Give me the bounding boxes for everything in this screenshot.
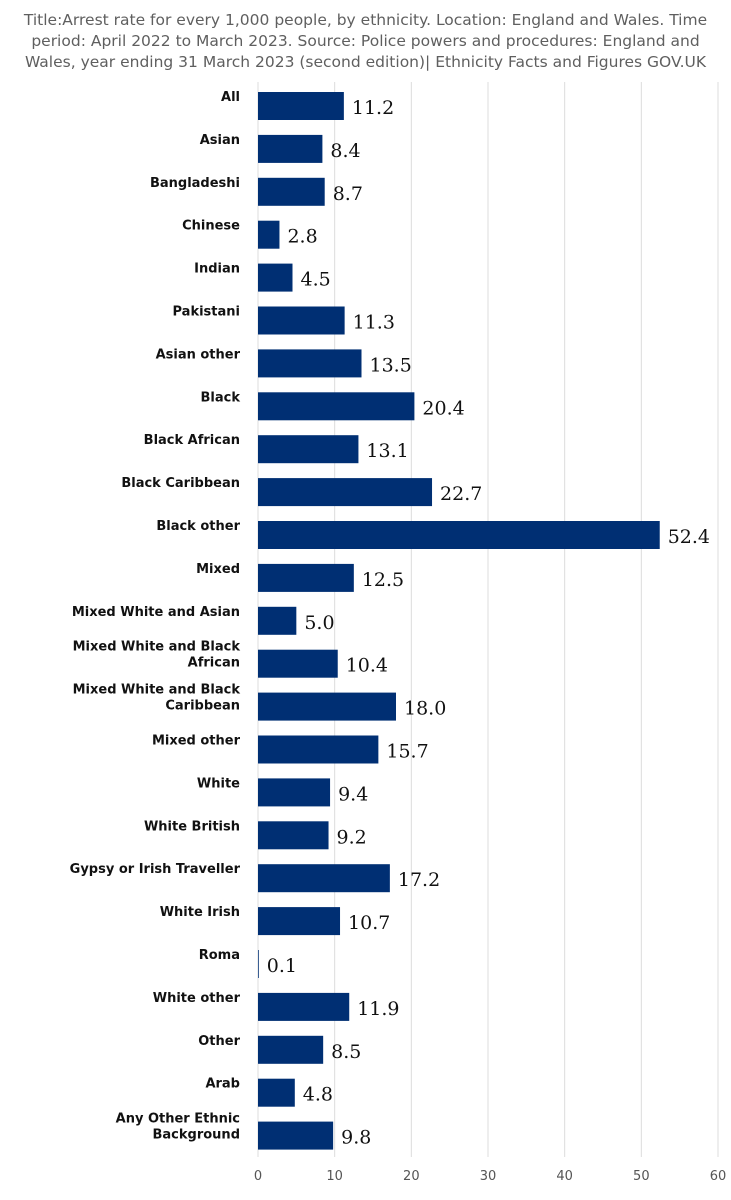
category-label: Arab — [205, 1077, 240, 1092]
bar — [258, 134, 323, 163]
category-label: Asian — [200, 133, 240, 148]
value-label: 10.4 — [346, 655, 388, 677]
value-label: 11.3 — [353, 312, 395, 334]
value-label: 0.1 — [267, 955, 297, 977]
category-label: Mixed White and Black Caribbean — [73, 683, 241, 714]
bar — [258, 92, 344, 120]
value-label: 2.8 — [287, 226, 317, 248]
bar — [258, 864, 390, 893]
bar — [258, 349, 362, 378]
x-tick-label: 0 — [254, 1169, 262, 1184]
value-label: 18.0 — [404, 698, 446, 720]
value-label: 11.9 — [357, 998, 399, 1020]
value-label: 9.2 — [337, 826, 367, 848]
x-tick-label: 60 — [710, 1169, 727, 1184]
category-label: Black Caribbean — [121, 476, 240, 491]
bar — [258, 692, 396, 721]
x-tick-label: 20 — [403, 1169, 420, 1184]
category-label: Black other — [156, 519, 240, 534]
bars — [258, 92, 660, 1150]
category-label: Roma — [199, 948, 240, 963]
value-label: 5.0 — [304, 612, 334, 634]
value-label: 4.8 — [303, 1084, 333, 1106]
value-label: 15.7 — [386, 741, 428, 763]
category-label: Mixed other — [152, 734, 241, 749]
chart-title: Title:Arrest rate for every 1,000 people… — [23, 11, 708, 71]
bar — [258, 392, 415, 421]
value-label: 9.8 — [341, 1127, 371, 1149]
category-label: Any Other Ethnic Background — [116, 1112, 240, 1143]
category-label: White other — [153, 991, 241, 1006]
value-label: 13.5 — [370, 354, 412, 376]
bar — [258, 907, 341, 936]
x-tick-label: 10 — [326, 1169, 343, 1184]
value-label: 11.2 — [352, 97, 394, 119]
category-labels: All Asian Bangladeshi Chinese Indian Pakistan… — [70, 90, 241, 1143]
bar — [258, 177, 325, 206]
category-label: White — [197, 776, 240, 791]
bar — [258, 649, 338, 678]
x-tick-label: 50 — [633, 1169, 650, 1184]
value-label: 22.7 — [440, 483, 482, 505]
value-label: 8.4 — [330, 140, 360, 162]
value-labels: 11.2 8.4 8.7 2.8 4.5 11.3 13.5 20.4 13.1 22.7 52.4… — [267, 97, 710, 1149]
category-label: Mixed — [196, 562, 240, 577]
category-label: Asian other — [156, 347, 241, 362]
value-label: 12.5 — [362, 569, 404, 591]
value-label: 13.1 — [366, 440, 408, 462]
bar — [258, 950, 259, 978]
bar — [258, 220, 280, 249]
value-label: 10.7 — [348, 912, 390, 934]
value-label: 52.4 — [668, 526, 710, 548]
bar — [258, 563, 354, 592]
x-tick-label: 30 — [480, 1169, 497, 1184]
bar — [258, 1035, 324, 1064]
value-label: 20.4 — [422, 397, 464, 419]
bar — [258, 821, 329, 850]
category-label: All — [221, 90, 240, 105]
bar — [258, 435, 359, 464]
bar — [258, 306, 345, 335]
category-label: White Irish — [160, 905, 240, 920]
category-label: Mixed White and Asian — [72, 605, 240, 620]
bar — [258, 735, 379, 764]
bar — [258, 521, 660, 549]
bar — [258, 992, 350, 1021]
category-label: Bangladeshi — [150, 176, 240, 191]
bar — [258, 778, 331, 807]
category-label: Black — [201, 390, 241, 405]
category-label: Gypsy or Irish Traveller — [70, 862, 241, 877]
bar — [258, 1121, 334, 1150]
bar — [258, 478, 433, 507]
value-label: 9.4 — [338, 783, 368, 805]
category-label: Other — [198, 1034, 240, 1049]
bar — [258, 606, 297, 635]
category-label: Chinese — [182, 219, 240, 234]
bar — [258, 1078, 295, 1107]
x-axis-ticks: 0 10 20 30 40 50 60 — [254, 1169, 726, 1184]
bar — [258, 263, 293, 292]
category-label: Indian — [194, 262, 240, 277]
x-tick-label: 40 — [556, 1169, 573, 1184]
value-label: 8.5 — [331, 1041, 361, 1063]
category-label: Pakistani — [173, 305, 241, 320]
category-label: White British — [144, 819, 240, 834]
category-label: Black African — [144, 433, 240, 448]
value-label: 17.2 — [398, 869, 440, 891]
value-label: 8.7 — [333, 183, 363, 205]
category-label: Mixed White and Black African — [73, 640, 241, 671]
value-label: 4.5 — [301, 269, 331, 291]
